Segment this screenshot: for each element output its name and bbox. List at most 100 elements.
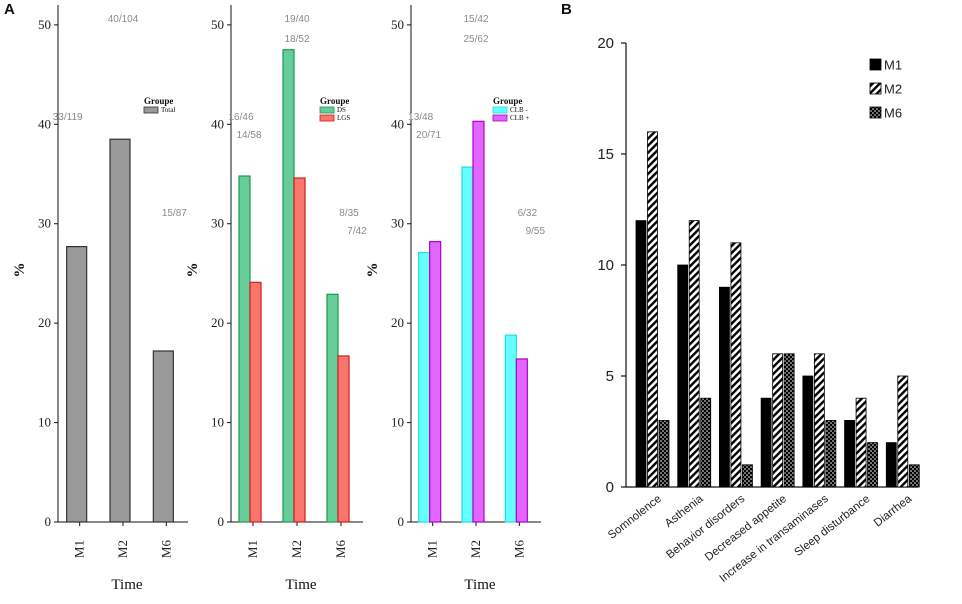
legend-swatch (492, 114, 508, 122)
count-label: 14/58 (236, 130, 261, 141)
bar-M2-diarrhea (897, 375, 909, 488)
y-tick-label: 10 (597, 257, 614, 274)
count-label: 16/46 (228, 112, 253, 123)
bar-CLBneg-M1 (418, 251, 431, 523)
x-tick-label: M2 (115, 540, 130, 558)
y-tick-label: 10 (391, 415, 404, 430)
bar-M1-behavior-disorders (719, 286, 730, 488)
legend-label: CLB - (510, 106, 528, 114)
count-label: 18/52 (284, 34, 309, 45)
count-label: 13/48 (408, 112, 433, 123)
y-tick-label: 0 (398, 514, 405, 529)
legend-title: Groupe (493, 96, 522, 106)
facet-2: 0 10 20 30 40 50% Time M1 M2 M6 16/46 19/40 8/35 14/5… (185, 5, 367, 593)
x-tick-label: M2 (468, 540, 483, 558)
count-label: 25/62 (463, 34, 488, 45)
bar-M6-behavior-disorders (742, 464, 753, 488)
y-tick-label: 50 (38, 17, 51, 32)
y-tick-label: 20 (211, 315, 224, 330)
bar-M2-increase-in-transaminases (813, 353, 825, 488)
y-axis-title: % (365, 263, 381, 278)
bar-M2-sleep-disturbance (855, 397, 867, 488)
bar-Total-M2 (109, 138, 131, 523)
bar-M1-diarrhea (885, 442, 897, 488)
legend-label: M2 (884, 82, 902, 97)
count-label: 15/87 (162, 208, 187, 219)
legend-swatch (143, 106, 159, 114)
y-tick-label: 5 (606, 368, 614, 385)
legend-swatch (869, 82, 882, 95)
bar-CLBneg-M2 (461, 166, 474, 523)
x-tick-label: M6 (333, 540, 348, 559)
panel-letter-a: A (4, 1, 15, 18)
bar-Total-M6 (152, 350, 174, 523)
bar-M1-increase-in-transaminases (802, 375, 814, 488)
bar-M6-decreased-appetite (783, 353, 795, 488)
bar-M6-diarrhea (908, 464, 920, 488)
panel-a: 0 10 20 30 40 50% Time M1 M2 M6 33/119 40/104 15/87 G… (12, 5, 546, 593)
y-axis-title: % (185, 263, 201, 278)
bar-M2-asthenia (688, 220, 700, 488)
x-tick-label: M1 (425, 540, 440, 558)
x-tick-label: Diarrhea (872, 493, 915, 530)
y-tick-label: 40 (38, 116, 51, 131)
count-label: 15/42 (463, 14, 488, 25)
x-tick-label: Somnolence (606, 493, 664, 542)
count-label: 7/42 (347, 226, 367, 237)
count-label: 6/32 (518, 208, 538, 219)
legend-swatch (319, 114, 335, 122)
x-tick-label: M1 (245, 540, 260, 558)
bar-M1-sleep-disturbance (844, 419, 855, 488)
x-axis-title: Time (464, 577, 495, 593)
y-tick-label: 40 (391, 116, 404, 131)
bar-M6-somnolence (658, 419, 670, 488)
legend-title: Groupe (320, 96, 349, 106)
bar-LGS-M2 (293, 177, 306, 523)
bar-CLBneg-M6 (504, 334, 517, 523)
legend: M1 M2 M6 (869, 58, 902, 121)
bar-M2-behavior-disorders (730, 242, 742, 488)
y-tick-label: 0 (606, 479, 614, 496)
y-tick-label: 50 (391, 17, 404, 32)
count-label: 20/71 (416, 130, 441, 141)
count-label: 19/40 (284, 14, 309, 25)
y-tick-label: 0 (45, 514, 52, 529)
y-tick-label: 50 (211, 17, 224, 32)
bar-LGS-M6 (337, 355, 350, 523)
bar-M2-somnolence (647, 131, 658, 488)
y-tick-label: 20 (597, 35, 614, 52)
y-tick-label: 10 (211, 415, 224, 430)
legend-swatch (319, 106, 335, 114)
count-label: 40/104 (108, 14, 139, 25)
legend-label: CLB + (510, 114, 529, 122)
count-label: 33/119 (53, 112, 83, 123)
x-tick-label: M1 (72, 540, 87, 558)
bar-DS-M6 (326, 293, 339, 523)
bar-M1-decreased-appetite (760, 397, 772, 488)
x-tick-label: M2 (289, 540, 304, 558)
bar-DS-M1 (238, 175, 251, 523)
bar-M2-decreased-appetite (772, 353, 784, 488)
x-axis-title: Time (285, 577, 316, 593)
x-tick-label: Sleep disturbance (792, 493, 872, 559)
y-tick-label: 20 (38, 315, 51, 330)
legend-label: DS (337, 106, 346, 114)
facet-3: 0 10 20 30 40 50% Time M1 M2 M6 13/48 15/42 6/32 20/7… (365, 5, 546, 593)
x-tick-label: M6 (511, 540, 526, 559)
legend-label: M6 (884, 106, 902, 121)
legend-swatch (492, 106, 508, 114)
x-axis-title: Time (111, 577, 142, 593)
bar-CLBpos-M6 (515, 358, 528, 523)
count-label: 8/35 (339, 208, 359, 219)
count-label: 9/55 (526, 226, 546, 237)
bar-CLBpos-M1 (429, 241, 442, 523)
legend-label: Total (161, 106, 175, 114)
bar-Total-M1 (66, 245, 88, 523)
bar-DS-M2 (282, 49, 295, 523)
bar-LGS-M1 (249, 281, 262, 523)
bar-M6-sleep-disturbance (867, 442, 878, 488)
